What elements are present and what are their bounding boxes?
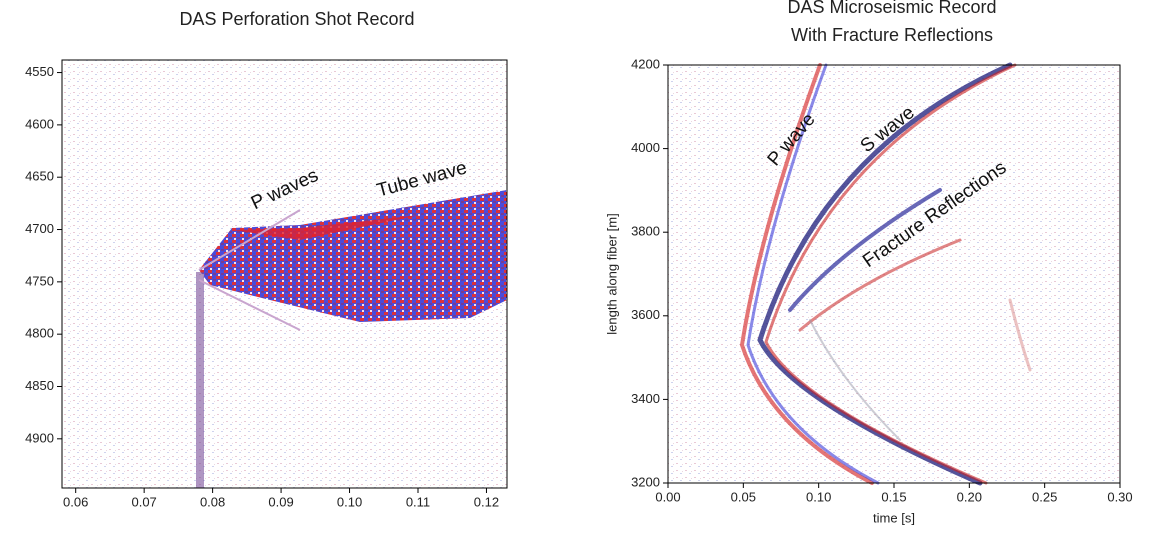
x-tick-label: 0.08 xyxy=(200,494,225,509)
plot-frame xyxy=(61,59,508,489)
y-tick-label: 4750 xyxy=(25,273,54,288)
x-tick-label: 0.06 xyxy=(63,494,88,509)
late-arrival xyxy=(1008,298,1032,372)
x-tick-label: 0.09 xyxy=(268,494,293,509)
tube-wave-pattern xyxy=(232,215,420,240)
y-tick-label: 4200 xyxy=(631,56,660,71)
x-tick-label: 0.10 xyxy=(806,489,831,504)
x-tick-label: 0.11 xyxy=(406,494,430,509)
y-tick-label: 4850 xyxy=(25,378,54,393)
p-wave xyxy=(746,63,880,485)
s-wave xyxy=(757,62,1013,486)
tube-wave-pattern xyxy=(199,190,507,322)
x-tick-label: 0.25 xyxy=(1032,489,1057,504)
y-tick-label: 4800 xyxy=(25,326,54,341)
x-tick-label: 0.10 xyxy=(337,494,362,509)
y-tick-label: 4650 xyxy=(25,169,54,184)
y-axis-label: length along fiber [m] xyxy=(604,213,619,334)
shot-trace xyxy=(196,272,204,488)
p-wave xyxy=(739,63,874,485)
chart-title: DAS Perforation Shot Record xyxy=(179,9,414,29)
chart-title: DAS Microseismic Record xyxy=(787,0,996,17)
y-tick-label: 3200 xyxy=(631,474,660,489)
y-tick-label: 4900 xyxy=(25,430,54,445)
y-tick-label: 4700 xyxy=(25,221,54,236)
y-tick-label: 3400 xyxy=(631,391,660,406)
y-tick-label: 4550 xyxy=(25,64,54,79)
y-tick-label: 3800 xyxy=(631,224,660,239)
fracture-reflection xyxy=(798,238,962,332)
p-wave-front xyxy=(198,279,301,331)
y-tick-label: 4000 xyxy=(631,140,660,155)
y-tick-label: 3600 xyxy=(631,307,660,322)
fracture-reflection xyxy=(809,319,901,441)
fracture-reflection xyxy=(788,188,942,312)
x-tick-label: 0.30 xyxy=(1107,489,1132,504)
y-tick-label: 4600 xyxy=(25,116,54,131)
chart-title: With Fracture Reflections xyxy=(791,25,993,45)
s-wave xyxy=(764,63,1017,485)
x-tick-label: 0.05 xyxy=(731,489,756,504)
x-tick-label: 0.12 xyxy=(474,494,499,509)
wavefronts xyxy=(739,62,1032,486)
x-tick-label: 0.07 xyxy=(131,494,156,509)
x-tick-label: 0.15 xyxy=(881,489,906,504)
p-wave-front xyxy=(198,209,301,271)
x-tick-label: 0.20 xyxy=(957,489,982,504)
x-axis-label: time [s] xyxy=(873,510,915,525)
x-tick-label: 0.00 xyxy=(655,489,680,504)
